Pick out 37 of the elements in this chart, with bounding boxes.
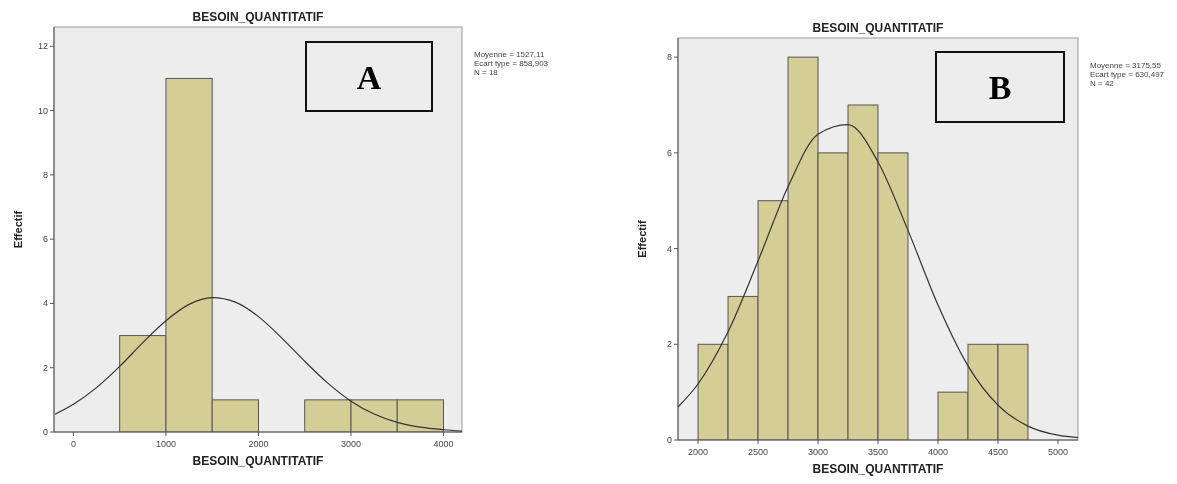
x-tick-label: 3000 <box>808 447 829 457</box>
chart-title: BESOIN_QUANTITATIF <box>812 21 944 35</box>
x-tick-label: 0 <box>70 439 76 449</box>
text: Ecart type = 630,497 <box>1090 70 1165 79</box>
x-tick-label: 4000 <box>433 439 454 449</box>
y-tick-label: 4 <box>42 298 48 309</box>
y-tick-label: 8 <box>42 169 48 180</box>
annotation: A <box>356 58 382 96</box>
x-tick-label: 4500 <box>987 447 1008 457</box>
y-axis-title: Effectif <box>12 210 24 249</box>
x-tick-label: 2000 <box>248 439 269 449</box>
y-tick-label: 4 <box>666 243 672 254</box>
x-tick-label: 2000 <box>688 447 709 457</box>
y-tick-label: 8 <box>666 52 672 63</box>
text: Moyenne = 1527,11 <box>474 50 545 59</box>
text: Ecart type = 858,903 <box>474 59 549 68</box>
x-tick-label: 2500 <box>748 447 769 457</box>
y-tick-label: 12 <box>37 41 48 52</box>
x-tick-label: 5000 <box>1047 447 1068 457</box>
x-tick-label: 1000 <box>155 439 176 449</box>
y-axis-title: Effectif <box>636 220 648 258</box>
text: N = 18 <box>474 68 499 77</box>
y-tick-label: 6 <box>666 147 672 158</box>
x-tick-label: 3000 <box>340 439 361 449</box>
text: N = 42 <box>1090 79 1115 88</box>
y-tick-label: 0 <box>42 427 48 437</box>
x-axis-title: BESOIN_QUANTITATIF <box>192 454 324 468</box>
y-tick-label: 10 <box>37 105 48 116</box>
y-tick-label: 6 <box>42 234 48 245</box>
y-tick-label: 2 <box>666 339 672 350</box>
x-axis-title: BESOIN_QUANTITATIF <box>812 462 944 476</box>
x-tick-label: 3500 <box>867 447 889 457</box>
annotation: B <box>988 69 1012 106</box>
chart-title: BESOIN_QUANTITATIF <box>192 10 324 24</box>
text: Moyenne = 3175,55 <box>1090 61 1162 70</box>
y-tick-label: 2 <box>42 362 48 373</box>
x-tick-label: 4000 <box>927 447 948 457</box>
